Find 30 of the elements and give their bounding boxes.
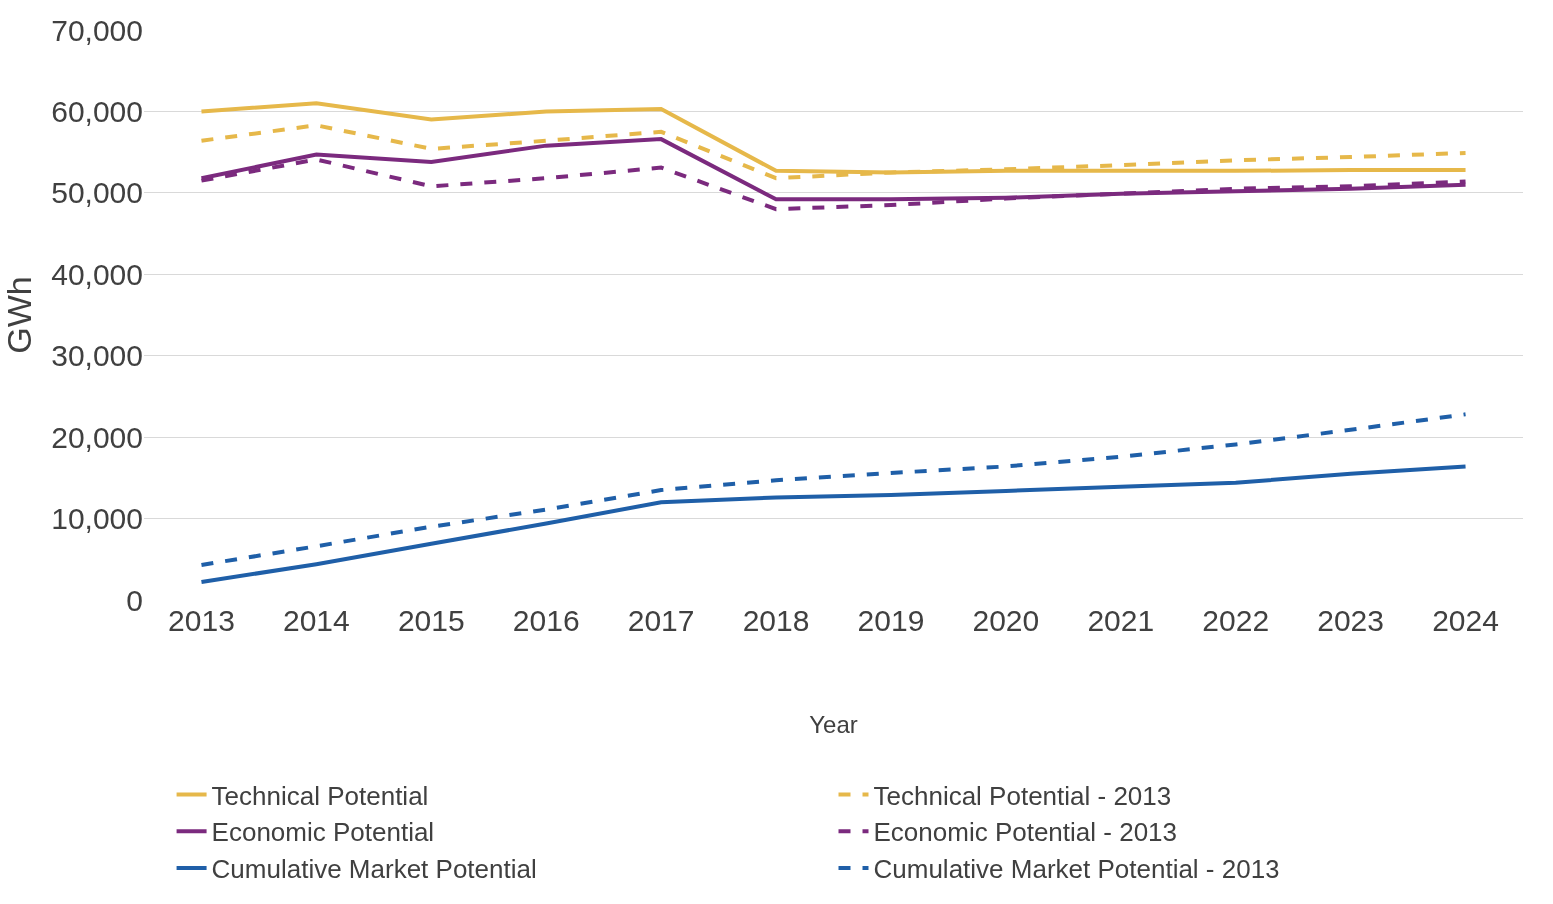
y-tick-label: 30,000: [51, 339, 143, 373]
x-tick-label: 2013: [168, 604, 235, 637]
legend-label: Cumulative Market Potential - 2013: [873, 854, 1280, 885]
y-tick-label: 70,000: [51, 13, 143, 47]
x-tick-label: 2016: [512, 604, 580, 637]
legend-label: Economic Potential - 2013: [873, 817, 1178, 848]
line-series: [199, 464, 1468, 585]
y-tick-label: 10,000: [51, 502, 143, 536]
legend-label: Cumulative Market Potential: [211, 854, 537, 885]
x-tick-label: 2022: [1202, 604, 1270, 637]
legend-label: Technical Potential: [211, 780, 429, 811]
x-tick-label: 2014: [283, 604, 350, 637]
line-series: [199, 412, 1468, 567]
x-tick-label: 2024: [1432, 604, 1499, 637]
x-tick-label: 2020: [972, 604, 1040, 637]
x-axis-title: Year: [809, 711, 858, 739]
x-tick-label: 2018: [742, 604, 810, 637]
y-tick-label: 0: [126, 583, 143, 617]
x-tick-label: 2023: [1317, 604, 1385, 637]
y-tick-label: 40,000: [51, 257, 143, 291]
x-tick-label: 2021: [1087, 604, 1155, 637]
legend-label: Technical Potential - 2013: [873, 780, 1172, 811]
x-tick-label: 2017: [627, 604, 695, 637]
x-tick-label: 2015: [397, 604, 465, 637]
y-tick-label: 50,000: [51, 176, 143, 210]
x-tick-label: 2019: [857, 604, 925, 637]
y-tick-label: 20,000: [51, 420, 143, 454]
legend-label: Economic Potential: [211, 817, 435, 848]
y-axis-title: GWh: [0, 276, 38, 354]
y-tick-label: 60,000: [51, 94, 143, 128]
